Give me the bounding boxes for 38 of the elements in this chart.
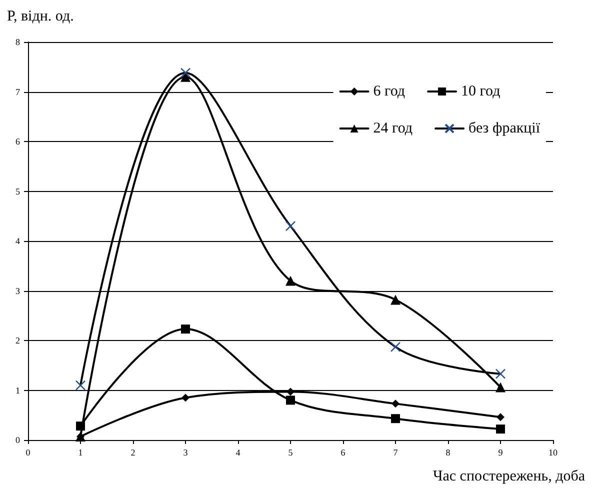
x-tick-label: 7 bbox=[393, 448, 398, 458]
point bbox=[76, 422, 85, 431]
x-tick-label: 4 bbox=[236, 448, 241, 458]
point bbox=[391, 414, 400, 424]
y-tick-label: 8 bbox=[16, 37, 20, 47]
x-tick-label: 1 bbox=[78, 448, 83, 458]
x-tick-label: 0 bbox=[26, 448, 31, 458]
x-tick-label: 3 bbox=[183, 448, 188, 458]
y-tick-label: 7 bbox=[16, 86, 20, 97]
point bbox=[496, 382, 506, 392]
x-tick-label: 5 bbox=[288, 448, 294, 458]
x-tick-label: 9 bbox=[498, 448, 504, 458]
legend-label: 6 год bbox=[373, 84, 406, 100]
x-tick-label: 2 bbox=[130, 448, 136, 458]
point bbox=[286, 396, 295, 405]
legend-label: 24 год bbox=[373, 120, 413, 136]
y-tick-label: 1 bbox=[16, 385, 20, 396]
y-tick-label: 0 bbox=[16, 435, 20, 445]
y-tick-label: 3 bbox=[16, 286, 20, 296]
y-axis-title: Р, відн. од. bbox=[7, 8, 74, 24]
y-tick-label: 5 bbox=[16, 186, 20, 196]
y-tick-label: 4 bbox=[16, 236, 20, 246]
y-tick-label: 2 bbox=[16, 336, 20, 346]
legend-label: без фракції bbox=[468, 120, 541, 136]
point bbox=[286, 388, 294, 396]
point bbox=[286, 276, 296, 286]
x-tick-label: 8 bbox=[446, 448, 451, 458]
x-tick-label: 10 bbox=[548, 448, 558, 458]
y-tick-label: 6 bbox=[16, 136, 20, 146]
point bbox=[496, 424, 505, 434]
point bbox=[181, 324, 190, 334]
point bbox=[182, 394, 190, 402]
point bbox=[392, 400, 400, 408]
x-tick-label: 6 bbox=[340, 448, 346, 458]
legend-label: 10 год bbox=[461, 84, 501, 100]
x-axis-title: Час спостережень, доба bbox=[432, 468, 586, 484]
point bbox=[496, 413, 504, 422]
point bbox=[390, 294, 400, 305]
